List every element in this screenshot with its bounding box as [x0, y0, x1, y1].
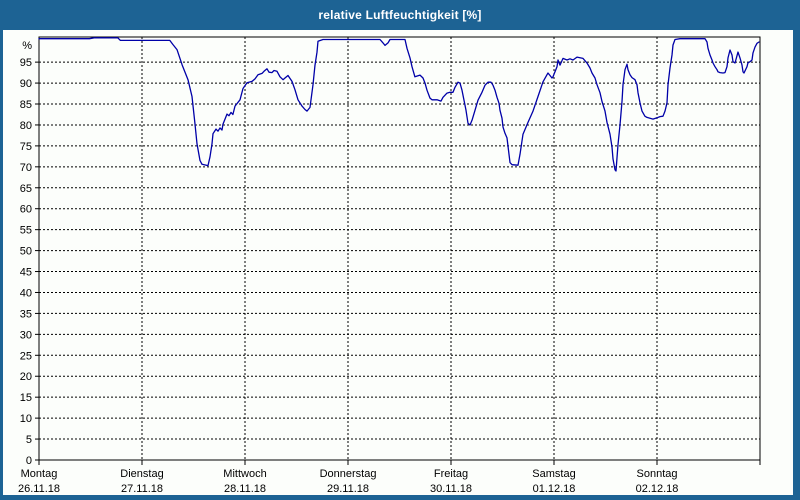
x-date-label: 26.11.18	[18, 483, 60, 495]
y-tick-label: 90	[20, 78, 32, 90]
plot-border	[38, 36, 761, 461]
x-gridlines	[141, 37, 658, 460]
y-tick-label: 65	[20, 183, 32, 195]
y-tick-label: 10	[20, 413, 32, 425]
x-date-label: 29.11.18	[327, 483, 369, 495]
y-unit-label: %	[22, 40, 32, 52]
y-gridlines	[39, 61, 760, 440]
humidity-line	[38, 37, 760, 172]
y-tick-label: 30	[20, 329, 32, 341]
x-day-label: Freitag	[434, 468, 468, 480]
humidity-series-line	[38, 37, 760, 172]
y-tick-label: 40	[20, 287, 32, 299]
y-tick-label: 20	[20, 371, 32, 383]
y-tick-label: 5	[26, 434, 32, 446]
x-day-label: Sonntag	[637, 468, 678, 480]
y-tick-label: 35	[20, 308, 32, 320]
x-date-label: 28.11.18	[224, 483, 266, 495]
x-axis-labels: Montag 26.11.18 Dienstag 27.11.18 Mittwoch 28…	[18, 468, 678, 495]
x-date-label: 01.12.18	[533, 483, 576, 495]
y-tick-label: 75	[20, 141, 32, 153]
plot-border-rect	[38, 36, 761, 461]
y-tick-label: 15	[20, 392, 32, 404]
y-tick-label: 25	[20, 350, 32, 362]
x-day-label: Montag	[21, 468, 58, 480]
y-tick-label: 0	[26, 455, 32, 467]
x-day-label: Dienstag	[120, 468, 163, 480]
x-date-label: 30.11.18	[430, 483, 472, 495]
chart-content-area	[3, 30, 793, 495]
y-tick-label: 45	[20, 267, 32, 279]
y-tick-label: 60	[20, 204, 32, 216]
x-day-label: Samstag	[532, 468, 575, 480]
x-date-label: 27.11.18	[121, 483, 163, 495]
y-tick-label: 55	[20, 225, 32, 237]
y-tick-label: 70	[20, 162, 32, 174]
x-day-label: Mittwoch	[223, 468, 266, 480]
y-axis-ticks	[35, 61, 39, 461]
y-tick-label: 95	[20, 57, 32, 69]
x-date-label: 02.12.18	[636, 483, 679, 495]
window-title-bar[interactable]: relative Luftfeuchtigkeit [%]	[0, 0, 800, 30]
x-axis-ticks	[38, 460, 761, 465]
y-tick-label: 50	[20, 246, 32, 258]
y-tick-label: 80	[20, 120, 32, 132]
y-tick-label: 85	[20, 99, 32, 111]
x-day-label: Donnerstag	[320, 468, 377, 480]
y-axis-labels: 0 5 10 15 20 25 30 35 40 45 50 55 60 65 70 75 80 85 90 95%	[20, 40, 32, 467]
window-title: relative Luftfeuchtigkeit [%]	[318, 8, 482, 22]
